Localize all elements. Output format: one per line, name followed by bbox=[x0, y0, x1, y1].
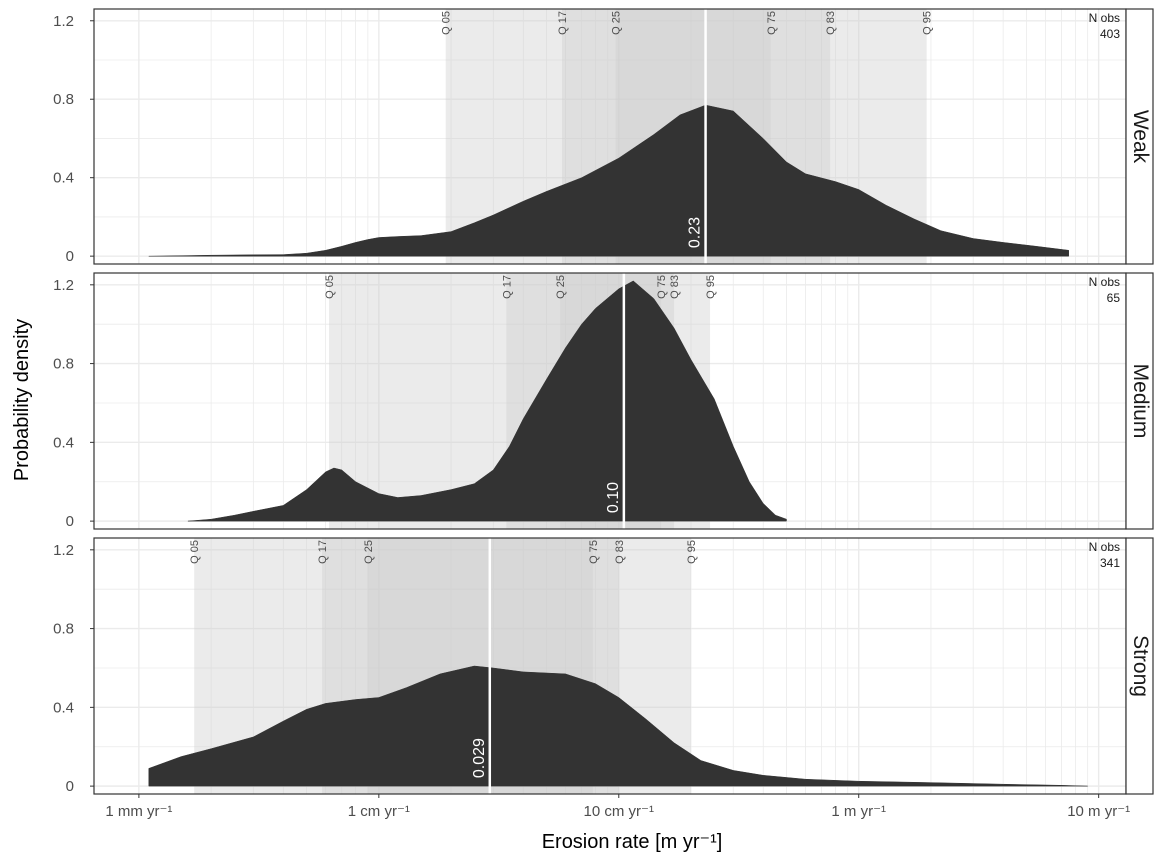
n-obs-label: N obs bbox=[1089, 275, 1120, 289]
n-obs-label: N obs bbox=[1089, 11, 1120, 25]
median-label: 0.23 bbox=[687, 217, 704, 248]
x-axis: 1 mm yr⁻¹ 1 cm yr⁻¹ 10 cm yr⁻¹ 1 m yr⁻¹ 10 m… bbox=[105, 794, 1130, 820]
strip-box bbox=[1125, 537, 1154, 795]
y-tick-label: 1.2 bbox=[53, 542, 74, 559]
strip-label: Medium bbox=[1129, 364, 1152, 439]
quantile-label: Q 25 bbox=[611, 11, 623, 35]
y-axis-title: Probability density bbox=[11, 319, 33, 481]
quantile-label: Q 05 bbox=[324, 275, 336, 299]
x-tick-label: 10 cm yr⁻¹ bbox=[584, 803, 654, 820]
y-tick-label: 0.8 bbox=[53, 356, 74, 373]
x-axis-title: Erosion rate [m yr⁻¹] bbox=[542, 831, 723, 853]
y-tick-label: 0.8 bbox=[53, 621, 74, 638]
quantile-label: Q 83 bbox=[825, 11, 837, 35]
n-obs-value: 403 bbox=[1100, 27, 1120, 41]
quantile-label: Q 05 bbox=[441, 11, 453, 35]
quantile-label: Q 83 bbox=[614, 540, 626, 564]
y-tick-label: 1.2 bbox=[53, 13, 74, 30]
quantile-label: Q 95 bbox=[922, 11, 934, 35]
quantile-label: Q 75 bbox=[656, 275, 668, 299]
y-tick-label: 0 bbox=[66, 778, 74, 795]
density-area bbox=[148, 104, 1069, 257]
x-tick-label: 1 mm yr⁻¹ bbox=[105, 803, 172, 820]
y-tick-label: 0.4 bbox=[53, 434, 74, 451]
x-tick-label: 1 cm yr⁻¹ bbox=[348, 803, 410, 820]
median-label: 0.10 bbox=[605, 482, 622, 513]
density-area bbox=[148, 665, 1088, 787]
panel-strong: 0.029 Q 05 Q 17 Q 25 Q 75 Q 83 Q 95 N obs 341 Str… bbox=[53, 537, 1154, 795]
y-tick-label: 0.8 bbox=[53, 91, 74, 108]
quantile-label: Q 17 bbox=[557, 11, 569, 35]
y-tick-label: 1.2 bbox=[53, 277, 74, 294]
density-area bbox=[187, 280, 787, 522]
n-obs-value: 65 bbox=[1107, 291, 1121, 305]
x-tick-label: 10 m yr⁻¹ bbox=[1067, 803, 1130, 820]
quantile-label: Q 83 bbox=[669, 275, 681, 299]
y-tick-label: 0.4 bbox=[53, 699, 74, 716]
y-tick-label: 0 bbox=[66, 513, 74, 530]
strip-label: Strong bbox=[1129, 635, 1152, 697]
strip-box bbox=[1125, 272, 1154, 530]
quantile-label: Q 25 bbox=[555, 275, 567, 299]
quantile-label: Q 75 bbox=[588, 540, 600, 564]
strip-box bbox=[1125, 8, 1154, 265]
n-obs-label: N obs bbox=[1089, 540, 1120, 554]
y-tick-label: 0 bbox=[66, 248, 74, 265]
quantile-label: Q 95 bbox=[705, 275, 717, 299]
quantile-label: Q 17 bbox=[501, 275, 513, 299]
panel-medium: 0.10 Q 05 Q 17 Q 25 Q 75 Q 83 Q 95 N obs 65 Mediu… bbox=[53, 272, 1154, 530]
n-obs-value: 341 bbox=[1100, 556, 1120, 570]
quantile-label: Q 05 bbox=[189, 540, 201, 564]
quantile-label: Q 75 bbox=[766, 11, 778, 35]
strip-label: Weak bbox=[1129, 110, 1152, 164]
y-tick-label: 0.4 bbox=[53, 170, 74, 187]
panel-weak: 0.23 Q 05 Q 17 Q 25 Q 75 Q 83 Q 95 N obs 403 Weak… bbox=[53, 8, 1154, 265]
x-tick-label: 1 m yr⁻¹ bbox=[831, 803, 886, 820]
quantile-label: Q 25 bbox=[363, 540, 375, 564]
facet-panels: 0.23Q 05 Q 17 Q 25 Q 75 Q 83 Q 95 N obs403Weak… bbox=[53, 8, 1154, 795]
quantile-label: Q 95 bbox=[686, 540, 698, 564]
median-label: 0.029 bbox=[471, 738, 488, 778]
quantile-label: Q 17 bbox=[317, 540, 329, 564]
